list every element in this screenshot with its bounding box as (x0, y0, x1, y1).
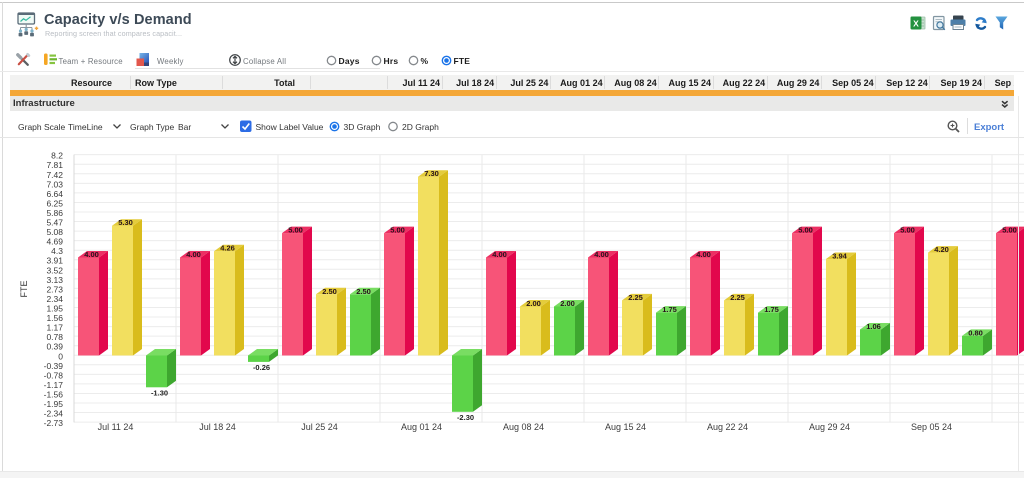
svg-text:4.00: 4.00 (594, 250, 609, 259)
svg-text:Aug 15 24: Aug 15 24 (605, 422, 646, 432)
svg-text:5.00: 5.00 (288, 226, 303, 235)
svg-text:6.25: 6.25 (46, 198, 63, 208)
svg-text:4.69: 4.69 (46, 237, 63, 247)
svg-text:5.86: 5.86 (46, 208, 63, 218)
svg-text:3.94: 3.94 (832, 252, 847, 261)
svg-text:6.64: 6.64 (46, 189, 63, 199)
svg-text:1.75: 1.75 (662, 305, 677, 314)
svg-text:Jul 11 24: Jul 11 24 (98, 422, 134, 432)
svg-text:1.75: 1.75 (764, 305, 779, 314)
svg-text:7.42: 7.42 (46, 170, 63, 180)
svg-text:4.00: 4.00 (186, 250, 201, 259)
svg-text:4.00: 4.00 (84, 250, 99, 259)
svg-text:X: X (913, 19, 919, 29)
svg-text:Jul 18 24: Jul 18 24 (199, 422, 236, 432)
svg-text:1.95: 1.95 (46, 304, 63, 314)
svg-text:-2.34: -2.34 (44, 409, 64, 419)
svg-text:3.13: 3.13 (46, 275, 63, 285)
svg-text:FTE: FTE (19, 281, 29, 298)
svg-text:Sep 05 24: Sep 05 24 (911, 422, 952, 432)
svg-text:-0.39: -0.39 (44, 361, 64, 371)
svg-text:-1.56: -1.56 (44, 389, 64, 399)
svg-text:5.47: 5.47 (46, 218, 63, 228)
svg-text:Aug 22 24: Aug 22 24 (707, 422, 748, 432)
svg-text:-0.26: -0.26 (253, 363, 270, 372)
svg-text:1.17: 1.17 (46, 323, 63, 333)
svg-text:5.00: 5.00 (900, 226, 915, 235)
svg-text:-1.17: -1.17 (44, 380, 64, 390)
svg-text:0.39: 0.39 (46, 342, 63, 352)
svg-text:7.30: 7.30 (424, 169, 439, 178)
svg-text:4.26: 4.26 (220, 244, 235, 253)
svg-text:5.00: 5.00 (1002, 226, 1017, 235)
svg-text:5.00: 5.00 (390, 226, 405, 235)
svg-text:Aug 29 24: Aug 29 24 (809, 422, 850, 432)
svg-text:1.56: 1.56 (46, 313, 63, 323)
svg-text:2.25: 2.25 (730, 293, 745, 302)
svg-text:2.34: 2.34 (46, 294, 63, 304)
svg-text:5.30: 5.30 (118, 218, 133, 227)
svg-text:Jul 25 24: Jul 25 24 (301, 422, 338, 432)
svg-text:-1.95: -1.95 (44, 399, 64, 409)
svg-text:2.50: 2.50 (356, 287, 371, 296)
svg-text:2.25: 2.25 (628, 293, 643, 302)
svg-text:0.80: 0.80 (968, 328, 983, 337)
svg-text:7.81: 7.81 (46, 160, 63, 170)
svg-text:3.52: 3.52 (46, 265, 63, 275)
svg-text:4.3: 4.3 (51, 246, 63, 256)
svg-text:7.03: 7.03 (46, 179, 63, 189)
svg-text:8.2: 8.2 (51, 151, 63, 161)
svg-text:2.73: 2.73 (46, 284, 63, 294)
svg-text:4.20: 4.20 (934, 245, 949, 254)
svg-text:-2.73: -2.73 (44, 418, 64, 428)
svg-text:4.00: 4.00 (492, 250, 507, 259)
svg-text:1.06: 1.06 (866, 322, 881, 331)
svg-text:3.91: 3.91 (46, 256, 63, 266)
svg-text:2.50: 2.50 (322, 287, 337, 296)
svg-text:2.00: 2.00 (526, 299, 541, 308)
svg-text:-0.78: -0.78 (44, 370, 64, 380)
svg-text:0: 0 (58, 351, 63, 361)
svg-text:5.00: 5.00 (798, 226, 813, 235)
svg-text:Aug 01 24: Aug 01 24 (401, 422, 442, 432)
svg-text:0.78: 0.78 (46, 332, 63, 342)
svg-text:-2.30: -2.30 (457, 413, 474, 422)
svg-text:5.08: 5.08 (46, 227, 63, 237)
svg-text:Aug 08 24: Aug 08 24 (503, 422, 544, 432)
svg-text:4.00: 4.00 (696, 250, 711, 259)
svg-text:2.00: 2.00 (560, 299, 575, 308)
svg-text:-1.30: -1.30 (151, 388, 168, 397)
